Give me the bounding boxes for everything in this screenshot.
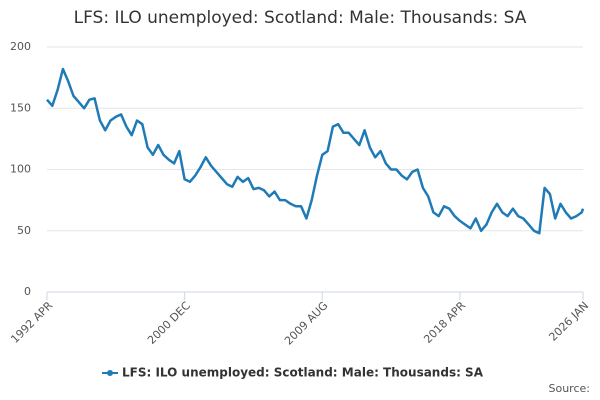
x-tick-label: 2009 AUG [282,299,331,348]
chart-title: LFS: ILO unemployed: Scotland: Male: Tho… [74,8,527,28]
x-tick-label: 1992 APR [8,299,55,346]
legend-label: LFS: ILO unemployed: Scotland: Male: Tho… [122,366,484,380]
y-tick-label: 50 [17,224,31,237]
series-line [46,67,585,235]
y-tick-label: 150 [10,101,31,114]
x-tick-label: 2018 APR [421,299,468,346]
source: Source: [549,382,591,395]
y-tick-label: 200 [10,40,31,53]
x-tick-label: 2000 DEC [145,299,193,347]
y-tick-label: 0 [24,285,31,298]
legend-marker [107,370,113,376]
y-tick-label: 100 [10,163,31,176]
x-tick-label: 2026 JAN [546,299,591,344]
